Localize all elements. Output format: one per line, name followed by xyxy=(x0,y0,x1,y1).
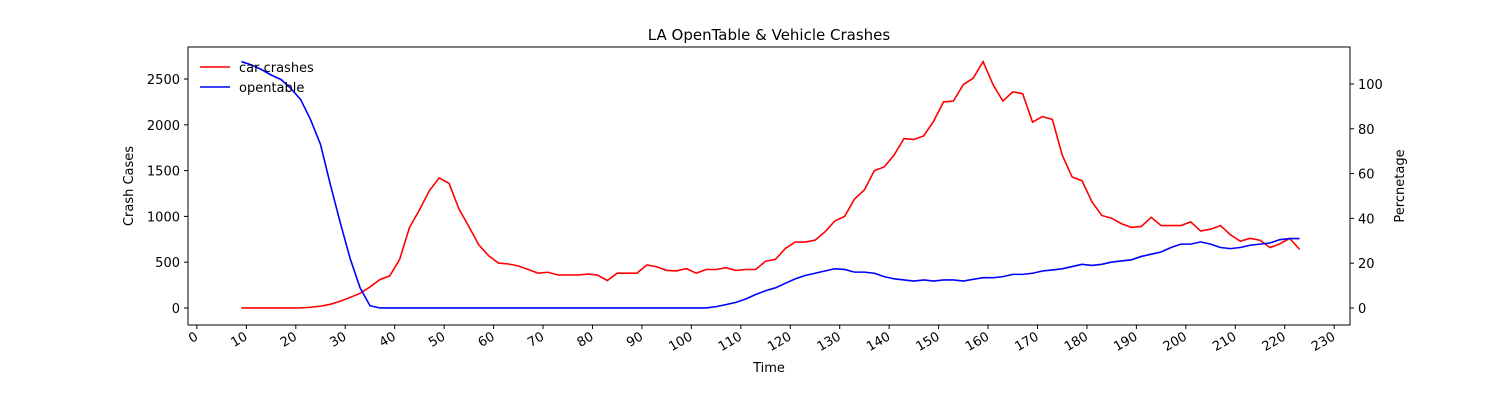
x-tick-label: 30 xyxy=(327,329,349,350)
y2-axis-label: Percnetage xyxy=(1393,149,1408,222)
line-series xyxy=(241,59,1301,309)
y-tick-label: 1000 xyxy=(147,210,180,225)
y-tick-label: 2500 xyxy=(147,73,180,88)
x-tick-label: 10 xyxy=(229,329,251,350)
y-tick-label: 1500 xyxy=(147,165,180,180)
x-tick-label: 190 xyxy=(1111,329,1140,354)
x-tick-label: 160 xyxy=(963,329,992,354)
chart-title: LA OpenTable & Vehicle Crashes xyxy=(648,26,891,44)
x-tick-label: 230 xyxy=(1309,329,1338,354)
x-tick-label: 100 xyxy=(666,329,695,354)
x-tick-label: 40 xyxy=(377,329,399,350)
x-tick-label: 0 xyxy=(186,329,201,346)
x-tick-label: 90 xyxy=(624,329,646,350)
y-tick-label: 500 xyxy=(155,256,180,271)
x-tick-label: 220 xyxy=(1260,329,1289,354)
x-tick-label: 110 xyxy=(716,329,745,354)
x-tick-label: 70 xyxy=(525,329,547,350)
x-axis-label: Time xyxy=(752,361,785,376)
y2-tick-label: 60 xyxy=(1358,168,1375,183)
y-axis-label: Crash Cases xyxy=(122,146,137,226)
x-tick-label: 20 xyxy=(278,329,300,350)
x-tick-label: 80 xyxy=(575,329,597,350)
x-tick-label: 180 xyxy=(1062,329,1091,354)
y2-tick-label: 0 xyxy=(1358,302,1366,317)
y2-tick-label: 80 xyxy=(1358,123,1375,138)
x-tick-label: 130 xyxy=(815,329,844,354)
x-tick-label: 140 xyxy=(864,329,893,354)
x-tick-label: 200 xyxy=(1161,329,1190,354)
legend-label: car crashes xyxy=(239,61,314,76)
y-tick-label: 0 xyxy=(172,302,180,317)
x-tick-label: 150 xyxy=(914,329,943,354)
x-tick-label: 50 xyxy=(426,329,448,350)
line-series xyxy=(241,60,1300,309)
legend-label: opentable xyxy=(239,81,304,96)
plot-frame xyxy=(187,46,1351,326)
x-tick-label: 120 xyxy=(765,329,794,354)
x-tick-label: 210 xyxy=(1210,329,1239,354)
x-tick-label: 170 xyxy=(1012,329,1041,354)
y2-tick-label: 20 xyxy=(1358,257,1375,272)
y2-tick-label: 40 xyxy=(1358,212,1375,227)
y2-tick-label: 100 xyxy=(1358,78,1383,93)
x-tick-label: 60 xyxy=(476,329,498,350)
y-tick-label: 2000 xyxy=(147,119,180,134)
